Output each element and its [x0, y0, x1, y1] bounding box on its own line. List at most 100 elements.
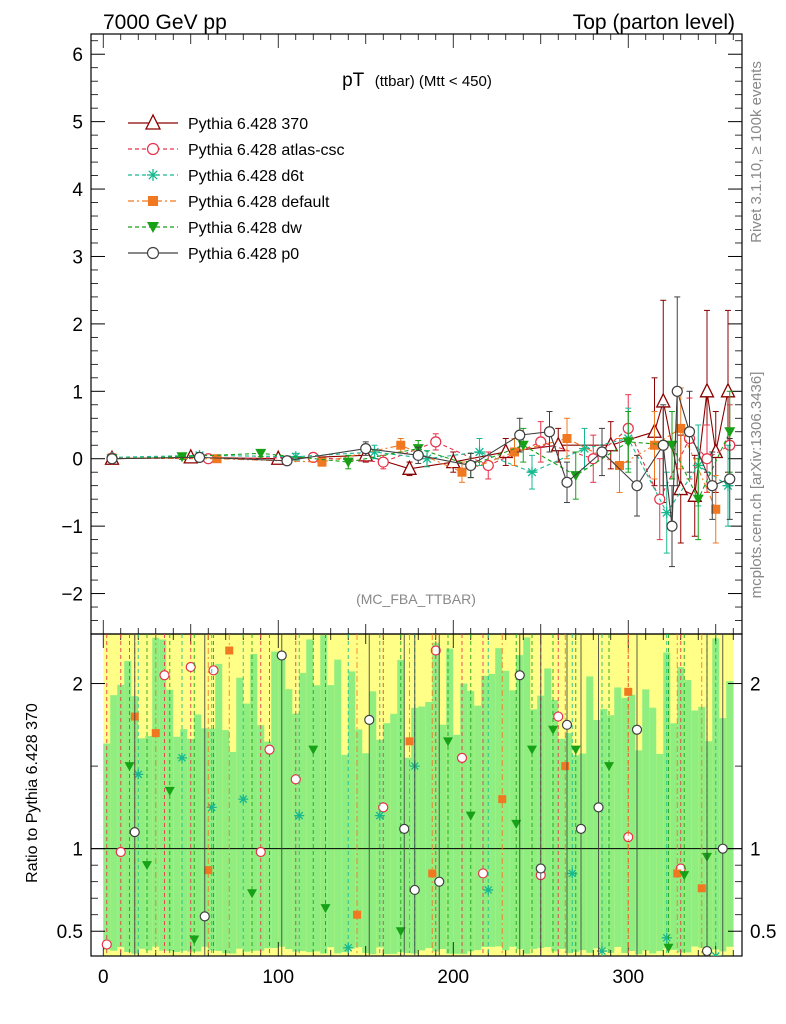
data-point — [281, 455, 293, 467]
green-band-segment — [194, 714, 202, 952]
data-point — [570, 471, 582, 482]
legend-label: Pythia 6.428 d6t — [188, 168, 304, 185]
data-point — [276, 650, 287, 661]
data-point — [663, 943, 674, 953]
data-point — [706, 480, 718, 492]
green-band-segment — [474, 705, 482, 950]
green-band-segment — [628, 694, 636, 952]
data-point — [193, 451, 206, 463]
green-band-segment — [712, 638, 720, 950]
data-point — [631, 724, 643, 735]
ratio-frame — [90, 633, 743, 957]
data-point — [477, 868, 489, 879]
data-point — [204, 866, 213, 875]
data-point — [535, 863, 546, 874]
data-point — [147, 169, 159, 181]
ratio-y-tick-label: 2 — [72, 675, 83, 696]
legend: Pythia 6.428 370 Pythia 6.428 atlas-csc Py… — [128, 113, 345, 263]
green-band-segment — [159, 639, 167, 951]
watermark: (MC_FBA_TTBAR) — [356, 591, 476, 607]
green-band-segment — [446, 648, 454, 954]
series-p0 — [106, 296, 736, 568]
data-point — [701, 453, 713, 465]
data-point — [631, 480, 643, 492]
green-band-segment — [656, 753, 664, 952]
data-point — [710, 951, 721, 956]
green-band-segment — [467, 690, 475, 952]
data-point — [465, 459, 477, 472]
green-band-segment — [523, 637, 531, 954]
data-point — [543, 426, 556, 438]
data-point — [553, 711, 564, 722]
data-point — [597, 946, 607, 956]
series-d6t — [106, 407, 734, 554]
legend-entry-default: Pythia 6.428 default — [128, 194, 330, 211]
data-point — [561, 719, 573, 730]
green-band-segment — [726, 681, 734, 947]
green-band-segment — [418, 706, 426, 951]
legend-entry-atlas: Pythia 6.428 atlas-csc — [128, 142, 345, 159]
green-band-segment — [180, 729, 188, 951]
green-band-segment — [439, 724, 447, 950]
data-point — [456, 752, 468, 763]
green-band-segment — [649, 707, 657, 954]
green-band-segment — [320, 635, 328, 954]
green-band-segment — [502, 670, 510, 951]
data-point — [517, 440, 529, 451]
data-point — [360, 443, 372, 455]
green-band-segment — [551, 700, 559, 952]
data-point — [724, 473, 736, 485]
data-point — [657, 439, 669, 451]
data-point — [146, 142, 160, 156]
green-band-segment — [530, 709, 538, 949]
data-point — [290, 774, 301, 785]
data-point — [434, 876, 445, 887]
data-point — [395, 927, 406, 937]
data-point — [482, 459, 494, 472]
data-point — [676, 423, 686, 433]
data-point — [129, 827, 140, 838]
data-point — [526, 466, 538, 478]
green-band-segment — [362, 753, 370, 953]
green-band-segment — [236, 677, 244, 949]
data-point — [650, 440, 659, 450]
y-tick-label: −1 — [61, 517, 83, 538]
green-band-segment — [285, 689, 293, 950]
green-band-segment — [558, 738, 566, 949]
y-tick-label: 6 — [72, 45, 83, 66]
green-band-segment — [243, 703, 251, 952]
data-point — [699, 382, 715, 398]
data-point — [399, 823, 410, 834]
data-point — [147, 222, 159, 233]
data-point — [535, 436, 547, 448]
data-point — [622, 437, 634, 448]
legend-entry-d6t: Pythia 6.428 d6t — [128, 168, 304, 185]
data-point — [673, 480, 689, 496]
data-point — [177, 752, 187, 763]
ratio-y-tick-label: 2 — [750, 675, 761, 696]
data-point — [465, 811, 476, 821]
header-left: 7000 GeV pp — [103, 11, 227, 34]
y-tick-label: 4 — [72, 180, 83, 201]
ratio-y-tick-label: 0.5 — [750, 922, 776, 943]
green-band-segment — [173, 736, 181, 953]
data-point — [133, 769, 144, 780]
rivet-label: Rivet 3.1.10, ≥ 100k events — [748, 61, 765, 243]
green-band-segment — [390, 713, 398, 954]
data-point — [697, 884, 706, 893]
green-band-segment — [271, 651, 279, 949]
data-point — [615, 460, 624, 470]
data-point — [342, 457, 354, 468]
data-point — [343, 942, 354, 953]
green-band-segment — [383, 723, 391, 954]
data-point — [711, 504, 721, 514]
data-point — [570, 745, 581, 755]
data-point — [247, 889, 257, 899]
data-point — [421, 453, 433, 465]
data-point — [294, 810, 305, 821]
data-point — [159, 670, 170, 681]
data-point — [144, 113, 162, 130]
data-point — [474, 446, 485, 458]
green-band-segment — [593, 720, 601, 949]
green-band-segment — [110, 695, 118, 951]
